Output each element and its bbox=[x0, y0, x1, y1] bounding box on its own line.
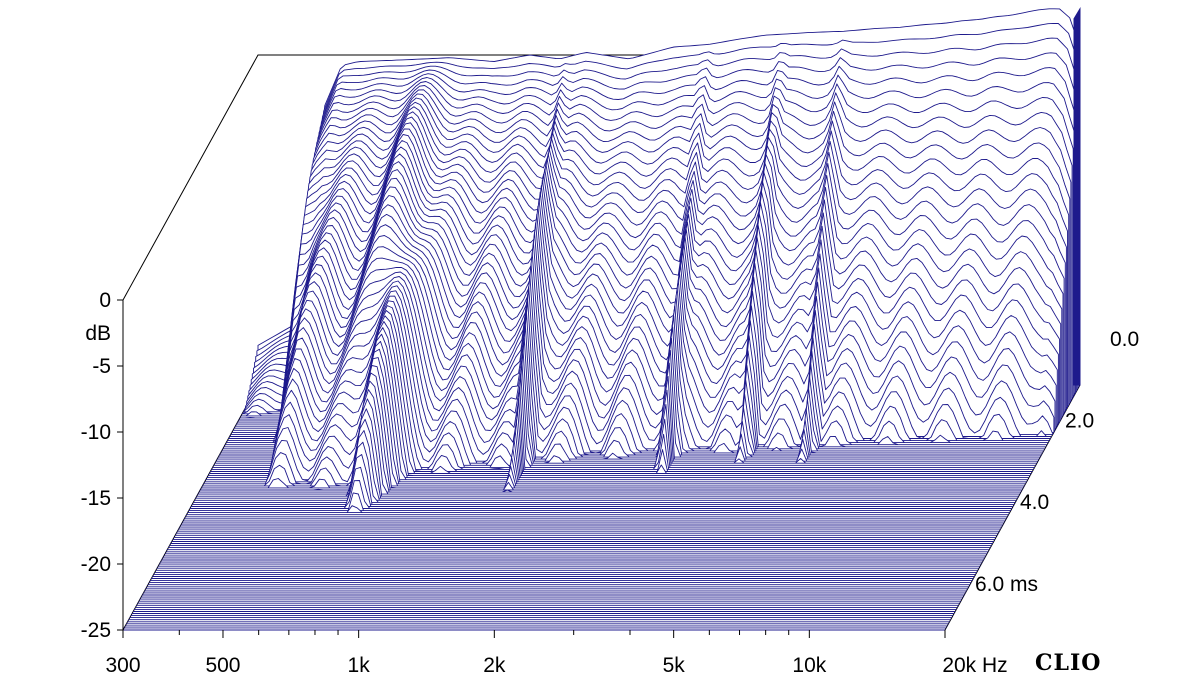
z-tick-label: 6.0 ms bbox=[975, 573, 1038, 596]
y-tick-label: -20 bbox=[81, 553, 111, 576]
y-tick-label: -5 bbox=[92, 355, 111, 378]
z-tick-label: 2.0 bbox=[1065, 409, 1094, 432]
waterfall-slice bbox=[187, 505, 1011, 514]
waterfall-end-wall bbox=[1073, 6, 1081, 386]
waterfall-slice bbox=[215, 290, 1039, 462]
y-axis: 0 -5 -10 -15 -20 -25 bbox=[81, 289, 124, 642]
waterfall-slice bbox=[214, 295, 1038, 464]
waterfall-slices bbox=[122, 6, 1081, 631]
x-axis: 300 500 1k 2k 5k 10k 20k Hz bbox=[105, 630, 1008, 677]
y-tick-label: -10 bbox=[81, 421, 111, 444]
y-axis-unit-label: dB bbox=[85, 322, 111, 345]
y-tick-label: -25 bbox=[81, 619, 111, 642]
x-tick-label: 10k bbox=[792, 654, 826, 677]
y-tick-label: 0 bbox=[99, 289, 111, 312]
z-tick-label: 4.0 bbox=[1020, 491, 1049, 514]
x-tick-label: 5k bbox=[663, 654, 686, 677]
x-tick-label: 20k Hz bbox=[942, 654, 1007, 677]
x-tick-label: 2k bbox=[483, 654, 506, 677]
z-tick-label: 0.0 bbox=[1110, 328, 1139, 351]
waterfall-slice bbox=[188, 492, 1012, 512]
x-tick-label: 500 bbox=[205, 654, 240, 677]
x-tick-label: 300 bbox=[105, 654, 140, 677]
y-tick-label: -15 bbox=[81, 487, 111, 510]
x-tick-label: 1k bbox=[348, 654, 371, 677]
z-axis: 0.0 2.0 4.0 6.0 ms bbox=[975, 328, 1139, 596]
clio-logo-text: CLIO bbox=[1035, 650, 1101, 676]
